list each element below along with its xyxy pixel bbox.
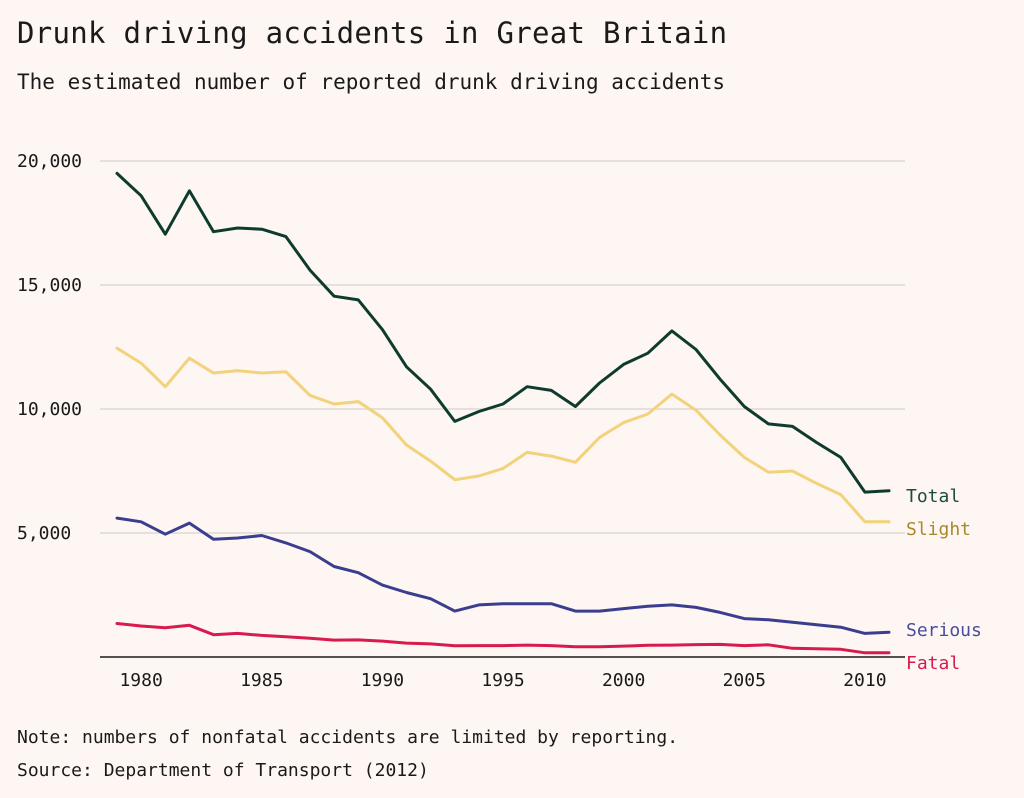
x-tick-label: 1990 <box>361 670 404 691</box>
x-tick-label: 1995 <box>481 670 524 691</box>
x-tick-label: 2000 <box>602 670 645 691</box>
chart-note: Note: numbers of nonfatal accidents are … <box>17 727 679 748</box>
series-label-total: Total <box>906 486 960 507</box>
series-label-fatal: Fatal <box>906 653 960 674</box>
series-label-slight: Slight <box>906 519 971 540</box>
x-tick-label: 2005 <box>723 670 766 691</box>
y-tick-label: 20,000 <box>17 151 82 172</box>
chart-subtitle: The estimated number of reported drunk d… <box>17 70 726 94</box>
y-tick-label: 10,000 <box>17 399 82 420</box>
y-tick-label: 15,000 <box>17 275 82 296</box>
x-tick-label: 1980 <box>119 670 162 691</box>
chart-source: Source: Department of Transport (2012) <box>17 760 429 781</box>
x-tick-label: 2010 <box>843 670 886 691</box>
series-line-slight <box>115 346 891 524</box>
series-line-total <box>115 171 891 494</box>
x-tick-label: 1985 <box>240 670 283 691</box>
series-label-serious: Serious <box>906 620 982 641</box>
series-line-serious <box>115 516 891 635</box>
chart-title: Drunk driving accidents in Great Britain <box>17 16 728 50</box>
y-tick-label: 5,000 <box>17 523 71 544</box>
series-line-fatal <box>115 622 891 655</box>
